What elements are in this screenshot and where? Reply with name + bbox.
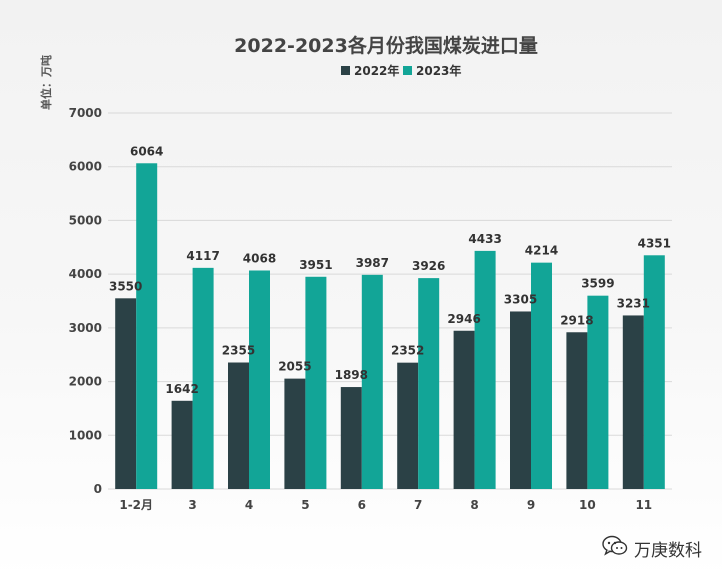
data-label-2023-3: 3951 [299,258,332,272]
x-tick-label: 11 [635,498,652,512]
data-label-2023-9: 4351 [638,236,671,250]
data-label-2022-2: 2355 [222,344,255,358]
data-label-2022-0: 3550 [109,279,142,293]
data-label-2023-8: 3599 [581,277,614,291]
data-label-2022-1: 1642 [165,382,198,396]
bar-2023-9 [643,255,665,489]
bar-2023-0 [136,163,158,490]
bar-2022-4 [340,387,362,489]
watermark-text: 万庚数科 [634,540,702,561]
x-tick-label: 7 [414,498,422,512]
x-tick-label: 4 [245,498,253,512]
bar-2022-9 [622,315,644,489]
bar-2022-5 [397,362,419,489]
data-label-2022-7: 3305 [504,292,537,306]
y-axis-ticks: 0 1000 2000 3000 4000 5000 6000 7000 [69,106,102,496]
data-label-2023-1: 4117 [186,249,219,263]
y-tick-label: 5000 [69,213,102,227]
data-label-2023-7: 4214 [525,244,558,258]
bar-2023-8 [587,295,609,489]
bar-2022-6 [453,330,475,489]
x-tick-label: 8 [470,498,478,512]
y-tick-label: 3000 [69,321,102,335]
bar-2022-2 [228,362,249,489]
legend-label-1: 2023年 [416,63,461,78]
bar-2023-5 [418,278,440,489]
y-axis-unit-label: 单位：万吨 [39,55,53,110]
x-tick-label: 3 [188,498,196,512]
watermark: 万庚数科 [602,535,702,561]
data-labels: 3550 6064 1642 4117 2355 4068 2055 3951 1898 3987… [109,144,671,396]
bar-2022-1 [171,400,193,489]
data-label-2023-5: 3926 [412,259,445,273]
x-tick-label: 9 [527,498,535,512]
bar-2022-0 [115,298,137,489]
bar-2022-8 [566,332,588,489]
bar-2023-6 [474,250,496,489]
legend: 2022年 2023年 [341,63,461,78]
data-label-2023-4: 3987 [356,256,389,270]
data-label-2023-2: 4068 [243,251,276,265]
y-tick-label: 2000 [69,375,102,389]
y-tick-label: 0 [94,482,102,496]
x-tick-label: 6 [358,498,366,512]
y-tick-label: 1000 [69,428,102,442]
data-label-2022-5: 2352 [391,344,424,358]
data-label-2022-6: 2946 [447,312,480,326]
y-tick-label: 7000 [69,106,102,120]
bar-2023-2 [249,270,270,489]
bars [115,163,665,490]
bar-2023-1 [192,267,214,489]
legend-swatch-0 [341,66,350,75]
legend-swatch-1 [403,66,412,75]
y-tick-label: 4000 [69,267,102,281]
legend-label-0: 2022年 [354,63,399,78]
y-tick-label: 6000 [69,160,102,174]
wechat-icon [602,535,628,561]
bar-2023-3 [305,276,327,489]
x-axis-ticks: 1-2月 3 4 5 6 7 8 9 10 11 [119,498,652,512]
bar-2023-4 [361,274,383,489]
bar-2022-3 [284,378,306,489]
x-tick-label: 5 [301,498,309,512]
data-label-2022-3: 2055 [278,360,311,374]
data-label-2022-4: 1898 [335,368,368,382]
data-label-2022-9: 3231 [617,296,650,310]
data-label-2023-0: 6064 [130,144,163,158]
bar-2023-7 [531,262,552,489]
x-tick-label: 1-2月 [119,498,153,512]
data-label-2023-6: 4433 [468,232,501,246]
x-tick-label: 10 [579,498,596,512]
chart-title: 2022-2023各月份我国煤炭进口量 [234,34,538,57]
bar-2022-7 [510,311,531,489]
data-label-2022-8: 2918 [560,313,593,327]
